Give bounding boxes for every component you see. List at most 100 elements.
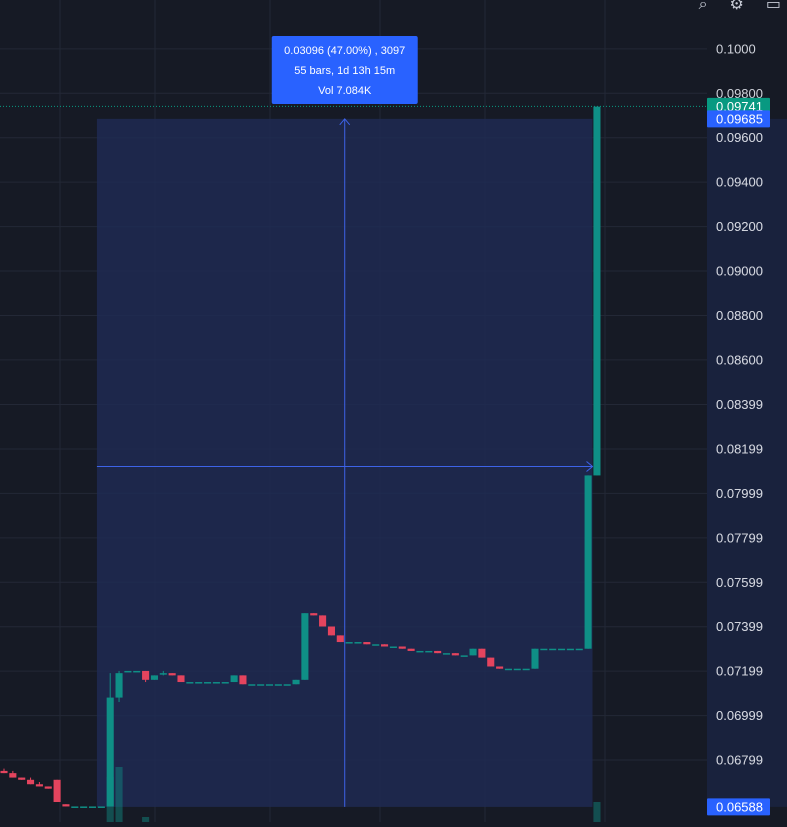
y-tick-label: 0.07399 bbox=[716, 619, 763, 634]
candle-body bbox=[301, 613, 309, 680]
candle-body bbox=[593, 106, 601, 476]
settings-icon[interactable]: ⚙ bbox=[729, 0, 744, 13]
candle-body bbox=[549, 648, 557, 651]
measure-bottom-tag-text: 0.06588 bbox=[716, 799, 763, 814]
candle-body bbox=[239, 675, 247, 685]
y-tick-label: 0.07999 bbox=[716, 486, 763, 501]
candle-body bbox=[177, 675, 185, 683]
candle-body bbox=[372, 644, 380, 646]
candle-body bbox=[97, 806, 105, 808]
volume-bar bbox=[142, 817, 150, 822]
candle-body bbox=[71, 806, 79, 808]
candle-body bbox=[212, 682, 220, 684]
y-tick-label: 0.07599 bbox=[716, 575, 763, 590]
y-tick-label: 0.06999 bbox=[716, 708, 763, 723]
candle-body bbox=[389, 646, 397, 648]
volume-bar bbox=[593, 802, 601, 822]
candle-body bbox=[558, 648, 566, 651]
candle-body bbox=[133, 670, 141, 673]
candle-body bbox=[230, 675, 238, 683]
last-price-tag-text: 0.09741 bbox=[716, 99, 763, 114]
candle-body bbox=[425, 650, 433, 653]
measure-info-text: 0.03096 (47.00%) , 3097 bbox=[284, 45, 405, 57]
candle-body bbox=[478, 648, 486, 658]
candle-body bbox=[398, 646, 406, 649]
candle-body bbox=[115, 673, 123, 698]
candle-body bbox=[434, 650, 442, 654]
candle-body bbox=[540, 648, 548, 651]
candle-body bbox=[204, 682, 212, 684]
candle-body bbox=[274, 684, 282, 686]
candle-body bbox=[310, 613, 318, 616]
measure-arrow-right bbox=[586, 461, 594, 472]
candle-body bbox=[575, 648, 583, 651]
candle-body bbox=[496, 666, 504, 669]
candle-body bbox=[336, 635, 344, 643]
candle-body bbox=[469, 648, 477, 656]
candle-body bbox=[442, 653, 451, 655]
candle-body bbox=[319, 615, 327, 627]
y-tick-label: 0.07799 bbox=[716, 530, 763, 545]
candle-body bbox=[416, 650, 424, 653]
y-tick-label: 0.09800 bbox=[716, 86, 763, 101]
candle-body bbox=[487, 657, 495, 667]
candle-body bbox=[292, 679, 300, 685]
measure-top-tag bbox=[707, 110, 770, 128]
candle-body bbox=[248, 684, 256, 686]
y-tick-label: 0.09400 bbox=[716, 175, 763, 190]
candle-body bbox=[159, 673, 167, 675]
measure-info-text: 55 bars, 1d 13h 15m bbox=[294, 65, 395, 77]
volume-bar bbox=[115, 767, 123, 822]
candle-body bbox=[44, 786, 52, 789]
y-tick-label: 0.1000 bbox=[716, 41, 756, 56]
candle-body bbox=[142, 670, 150, 680]
search-icon[interactable]: ⌕ bbox=[698, 0, 708, 13]
screenshot-icon[interactable]: ▭ bbox=[765, 0, 781, 13]
measure-arrow-up bbox=[339, 118, 351, 126]
y-tick-label: 0.09600 bbox=[716, 130, 763, 145]
candle-body bbox=[354, 642, 362, 644]
candle-body bbox=[381, 644, 389, 647]
axis-measure-band bbox=[707, 118, 787, 807]
candle-body bbox=[106, 697, 114, 807]
chart-toolbar: ⌕ ⚙ ▭ bbox=[699, 0, 781, 14]
candle-body bbox=[522, 668, 530, 671]
candle-body bbox=[195, 682, 203, 684]
candle-body bbox=[80, 806, 88, 808]
candle-body bbox=[168, 673, 176, 676]
candle-body bbox=[150, 675, 158, 680]
candle-body bbox=[265, 684, 274, 686]
candle-body bbox=[88, 806, 97, 808]
candle-body bbox=[221, 682, 229, 684]
candle-body bbox=[531, 648, 539, 669]
candle-body bbox=[9, 773, 17, 778]
y-tick-label: 0.08199 bbox=[716, 441, 763, 456]
candle-body bbox=[124, 670, 132, 673]
measure-info-text: Vol 7.084K bbox=[318, 85, 372, 97]
candle-body bbox=[363, 642, 371, 645]
candle-body bbox=[460, 655, 468, 657]
candle-body bbox=[62, 804, 70, 807]
measure-bottom-tag bbox=[707, 798, 770, 816]
y-tick-label: 0.08800 bbox=[716, 308, 763, 323]
measure-top-tag-text: 0.09685 bbox=[716, 111, 763, 126]
candle-body bbox=[186, 682, 194, 684]
y-tick-label: 0.07199 bbox=[716, 664, 763, 679]
y-tick-label: 0.09200 bbox=[716, 219, 763, 234]
y-tick-label: 0.09000 bbox=[716, 264, 763, 279]
candle-body bbox=[53, 779, 61, 803]
candle-body bbox=[35, 784, 43, 787]
candle-body bbox=[327, 626, 335, 636]
candle-body bbox=[513, 668, 521, 671]
candle-body bbox=[584, 475, 592, 649]
candle-body bbox=[451, 653, 459, 656]
candle-body bbox=[283, 684, 291, 686]
candle-body bbox=[345, 642, 353, 644]
candle-body bbox=[257, 684, 265, 686]
candle-body bbox=[566, 648, 574, 651]
candle-body bbox=[504, 668, 512, 671]
candle-body bbox=[0, 770, 8, 774]
y-tick-label: 0.06799 bbox=[716, 753, 763, 768]
